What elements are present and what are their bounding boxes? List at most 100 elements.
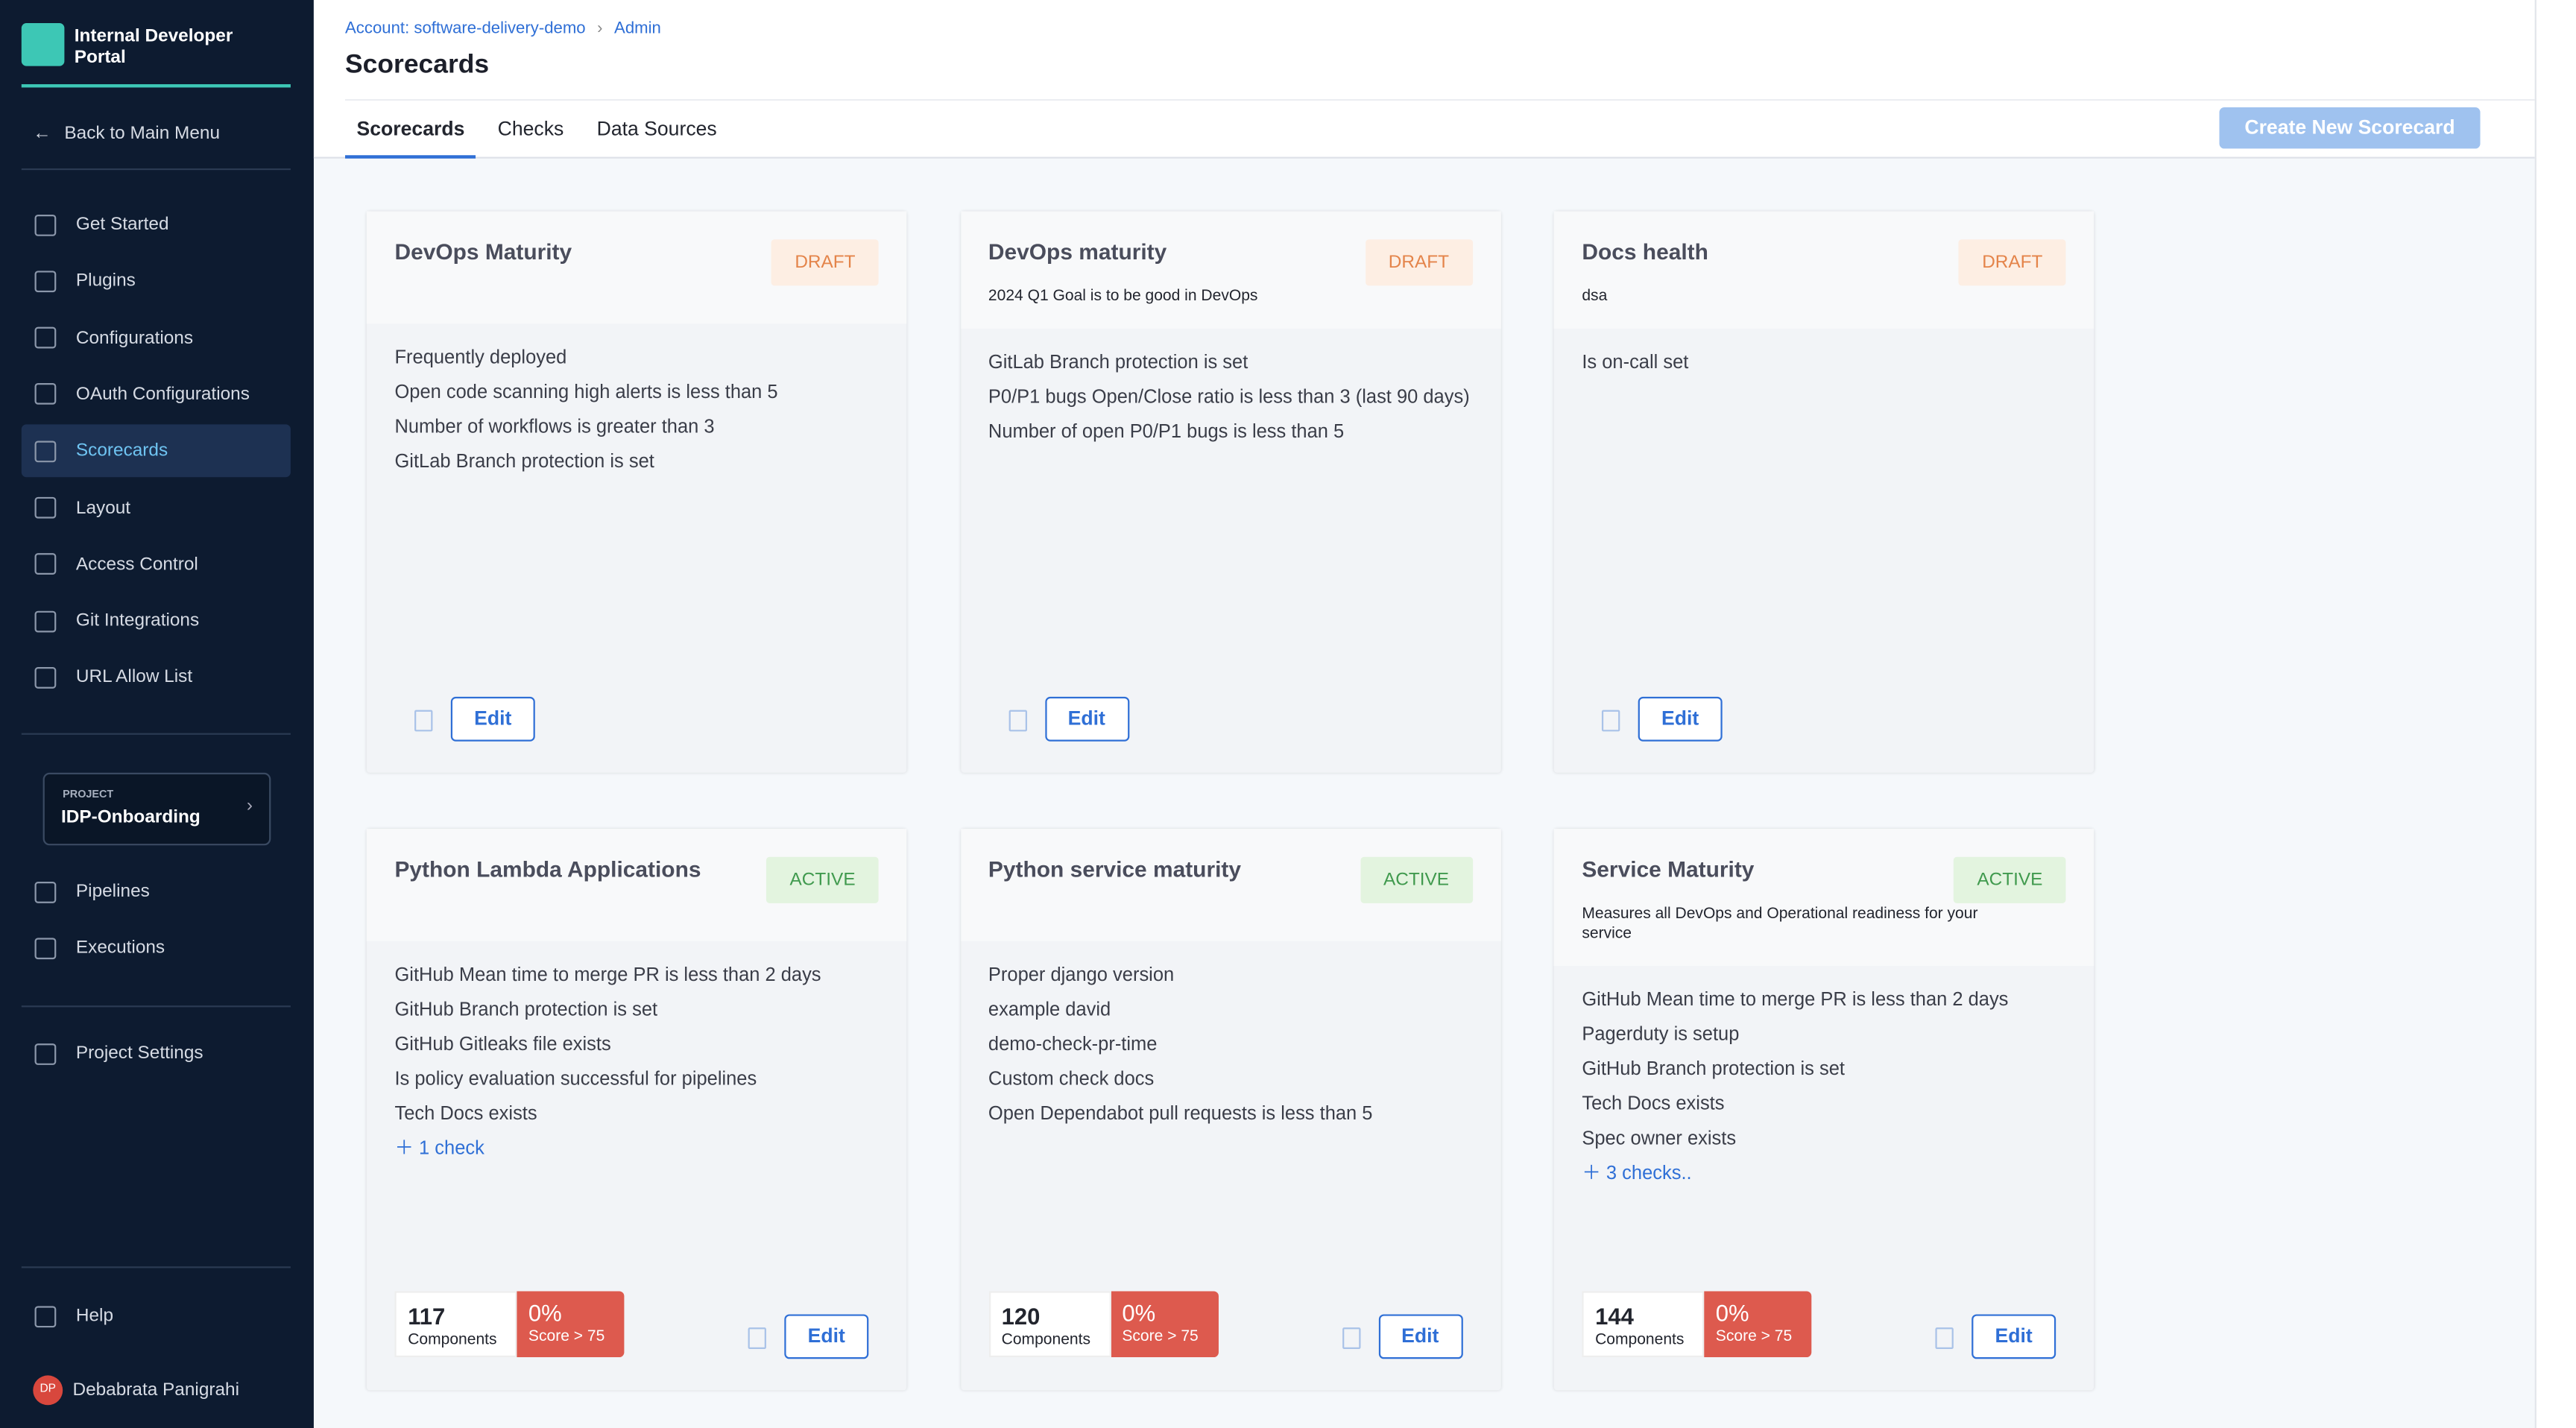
header: Account: software-delivery-demo › Admin Sc… (313, 0, 2536, 159)
card-header: Docs health DRAFT dsa (1553, 211, 2094, 329)
check-item: Tech Docs exists (394, 1105, 537, 1125)
components: 117 Components (394, 1291, 517, 1358)
delete-button[interactable] (1342, 1327, 1360, 1349)
nav-text: Configurations (75, 327, 194, 348)
tab[interactable]: Checks (497, 117, 564, 141)
nav-text: URL Allow List (75, 667, 193, 688)
right-bar (2534, 0, 2576, 1428)
score: 0% Score > 75 (1110, 1291, 1218, 1358)
edit-button[interactable]: Edit (784, 1314, 869, 1359)
score-value: 0% (1715, 1299, 1749, 1326)
nav-item[interactable]: Pipelines (22, 865, 291, 918)
edit-button[interactable]: Edit (450, 696, 535, 742)
nav-icon (34, 270, 57, 292)
components-count: 144 (1595, 1302, 1634, 1330)
nav-item[interactable]: Configurations (22, 312, 291, 364)
status-badge: ACTIVE (1954, 856, 2066, 903)
score-value: 0% (1122, 1299, 1156, 1326)
breadcrumb[interactable]: Account: software-delivery-demo (345, 19, 586, 38)
nav-text: Plugins (75, 271, 136, 291)
edit-button[interactable]: Edit (1972, 1314, 2056, 1359)
edit-button[interactable]: Edit (1377, 1314, 1462, 1359)
nav-item[interactable]: URL Allow List (22, 651, 291, 704)
status-badge: ACTIVE (1360, 856, 1473, 903)
sidebar: Internal Developer Portal ← Back to Main … (0, 0, 314, 1428)
more-checks[interactable]: ＋ 1 check (394, 1137, 878, 1160)
score: 0% Score > 75 (1704, 1291, 1812, 1358)
tab[interactable]: Data Sources (596, 117, 717, 141)
main: Account: software-delivery-demo › Admin Sc… (313, 0, 2536, 1428)
card-title: Python service maturity (988, 856, 1242, 882)
score-label: Score > 75 (1715, 1327, 1793, 1346)
delete-button[interactable] (1935, 1327, 1954, 1349)
nav-text: Executions (75, 938, 165, 958)
components-count: 120 (1001, 1302, 1041, 1330)
nav-text: Layout (75, 497, 131, 518)
card-header: DevOps maturity DRAFT 2024 Q1 Goal is to b… (960, 211, 1500, 329)
breadcrumb[interactable]: Admin (614, 19, 661, 38)
edit-button[interactable]: Edit (1044, 696, 1129, 742)
card-description: Measures all DevOps and Operational read… (1582, 905, 1978, 943)
card-title: DevOps maturity (988, 239, 1167, 265)
nav-icon (34, 937, 57, 959)
status-badge: DRAFT (1959, 239, 2066, 286)
score-value: 0% (528, 1299, 562, 1326)
separator (21, 1266, 291, 1269)
nav-item[interactable]: Scorecards (21, 424, 291, 478)
nav-item[interactable]: Git Integrations (22, 595, 291, 648)
avatar: DP (33, 1375, 63, 1406)
nav-item[interactable]: Help (22, 1289, 291, 1342)
nav-icon (34, 880, 57, 903)
card-title: Python Lambda Applications (394, 856, 701, 882)
check-item: Number of open P0/P1 bugs is less than 5 (988, 423, 1345, 443)
project-name: IDP-Onboarding (60, 807, 201, 827)
nav-icon (34, 666, 57, 689)
more-checks[interactable]: ＋ 3 checks.. (1582, 1163, 2065, 1186)
check-item: Open Dependabot pull requests is less th… (988, 1105, 1373, 1125)
check-item: Is on-call set (1582, 353, 1689, 373)
nav-item[interactable]: Executions (22, 921, 291, 974)
delete-button[interactable] (1601, 710, 1620, 732)
nav-item[interactable]: Layout (22, 481, 291, 534)
back-link[interactable]: ← Back to Main Menu (33, 124, 220, 144)
card-header: Python Lambda Applications ACTIVE (366, 829, 907, 941)
create-button[interactable]: Create New Scorecard (2219, 107, 2481, 149)
scorecard: DevOps maturity DRAFT 2024 Q1 Goal is to b… (960, 211, 1500, 773)
back-text: Back to Main Menu (64, 124, 220, 144)
nav-item[interactable]: Access Control (22, 538, 291, 591)
check-item: GitHub Mean time to merge PR is less tha… (394, 966, 821, 986)
card-title: Service Maturity (1582, 856, 1755, 882)
tab[interactable]: Scorecards (345, 101, 476, 159)
nav-icon (34, 610, 57, 632)
user[interactable]: DP Debabrata Panigrahi (22, 1364, 291, 1417)
nav-text: Git Integrations (75, 610, 200, 631)
check-item: Number of workflows is greater than 3 (394, 417, 715, 438)
check-item: demo-check-pr-time (988, 1035, 1158, 1055)
scorecard: Python Lambda Applications ACTIVE GitHub M… (366, 829, 907, 1391)
check-list: Frequently deployed Open code scanning hi… (367, 323, 906, 508)
delete-button[interactable] (748, 1327, 766, 1349)
check-item: Tech Docs exists (1582, 1094, 1725, 1115)
card-header: Service Maturity ACTIVE Measures all DevOp… (1553, 829, 2094, 967)
delete-button[interactable] (414, 710, 433, 732)
components-label: Components (1595, 1330, 1685, 1349)
project-selector[interactable]: PROJECT IDP-Onboarding › (42, 772, 271, 846)
nav-text: Scorecards (75, 440, 168, 461)
edit-button[interactable]: Edit (1638, 696, 1723, 742)
breadcrumbs: Account: software-delivery-demo › Admin (345, 19, 661, 38)
card-header: Python service maturity ACTIVE (960, 829, 1500, 941)
check-item: P0/P1 bugs Open/Close ratio is less than… (988, 388, 1470, 408)
scorecard: Python service maturity ACTIVE Proper djan… (960, 829, 1500, 1391)
status-badge: DRAFT (771, 239, 879, 286)
nav-text: Get Started (75, 215, 169, 235)
card-description: 2024 Q1 Goal is to be good in DevOps (988, 287, 1258, 306)
nav-item[interactable]: OAuth Configurations (22, 368, 291, 421)
nav-item[interactable]: Plugins (22, 255, 291, 308)
nav-item[interactable]: Project Settings (22, 1027, 291, 1080)
nav-icon (34, 213, 57, 236)
check-list: GitHub Mean time to merge PR is less tha… (1554, 966, 2094, 1220)
delete-button[interactable] (1008, 710, 1026, 732)
nav-item[interactable]: Get Started (22, 198, 291, 251)
scorecard: Docs health DRAFT dsa Is on-call set Edit (1553, 211, 2094, 773)
